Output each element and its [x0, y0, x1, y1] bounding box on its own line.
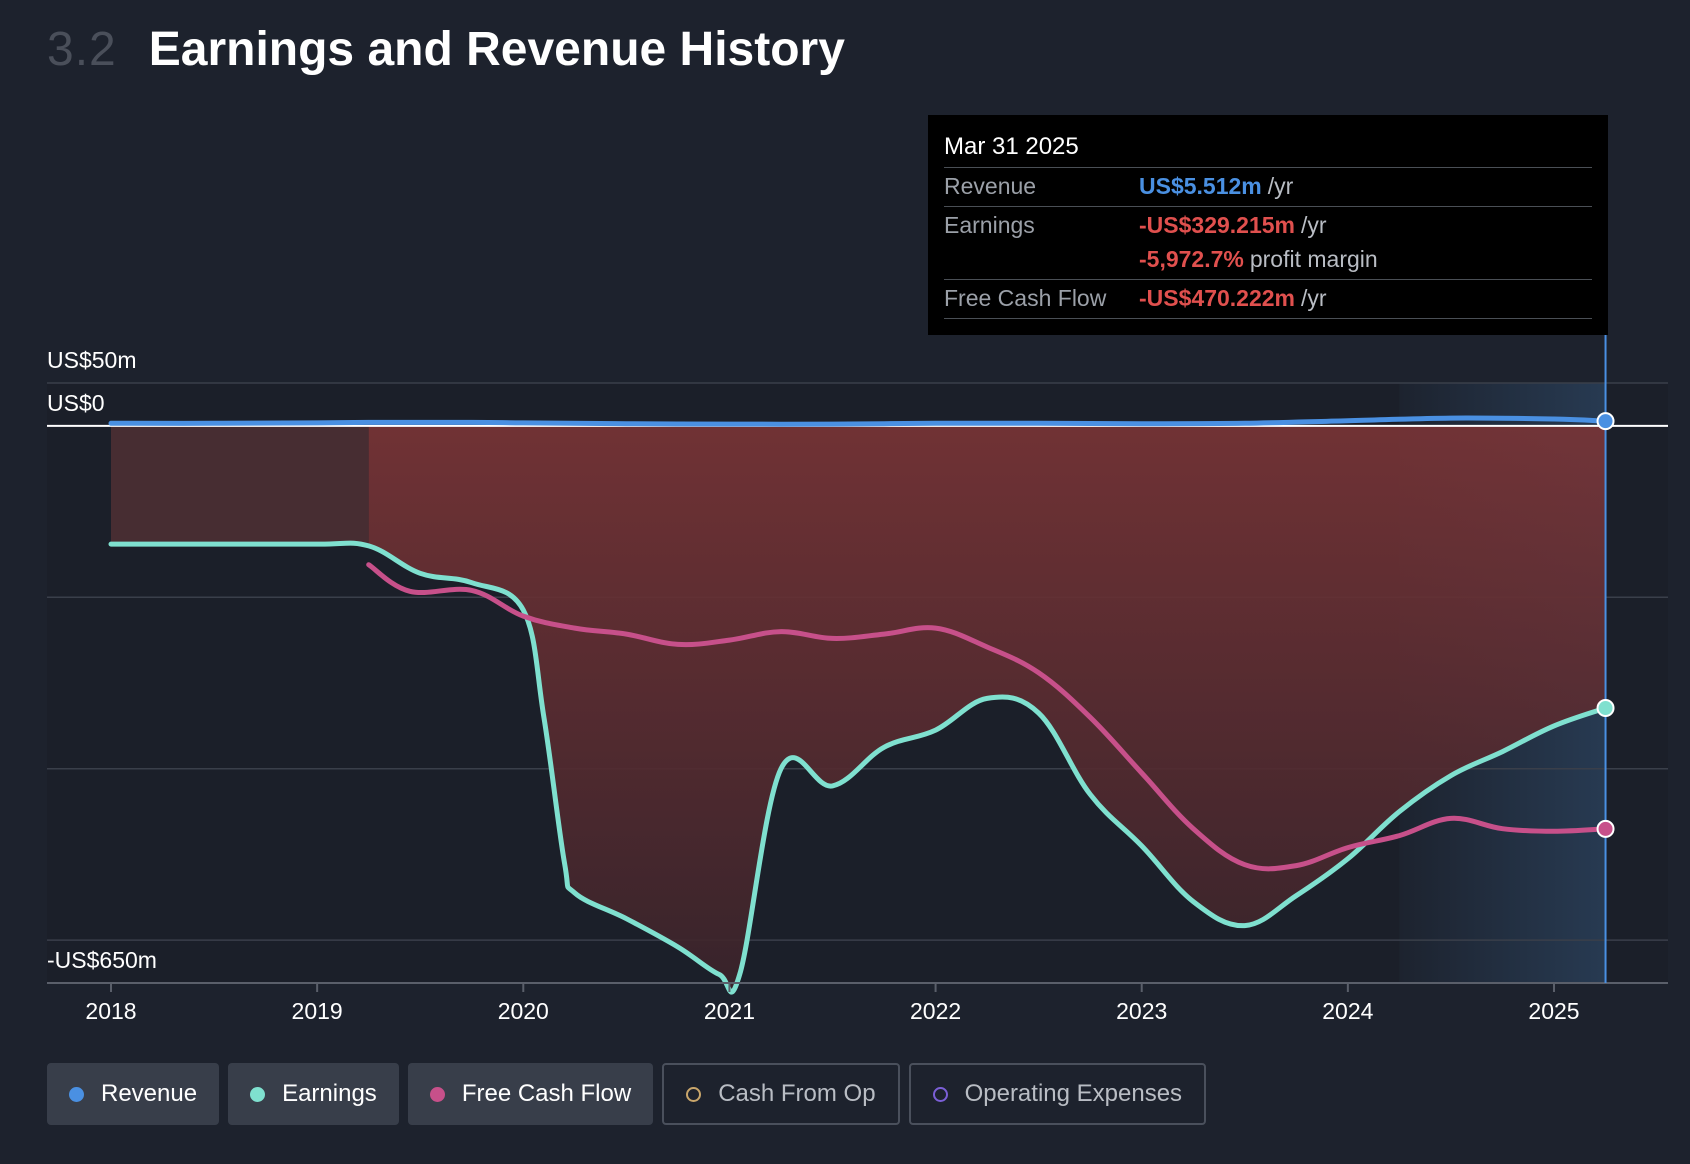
series-line-revenue	[108, 415, 1608, 427]
x-tick-label: 2024	[1322, 998, 1373, 1024]
tooltip-margin-row: -5,972.7% profit margin	[944, 241, 1592, 280]
section-heading: 3.2 Earnings and Revenue History	[47, 22, 845, 77]
operating-expenses-ring-icon	[932, 1086, 948, 1102]
legend-toggle-free-cash-flow[interactable]: Free Cash Flow	[407, 1063, 654, 1125]
earnings-dot-icon	[250, 1086, 266, 1102]
loss-area	[368, 425, 1606, 993]
legend-label-free-cash-flow: Free Cash Flow	[461, 1080, 632, 1107]
legend-label-earnings: Earnings	[282, 1080, 377, 1107]
hover-point-earnings	[1596, 699, 1615, 718]
series-line-free-cash-flow	[366, 562, 1608, 872]
tooltip-revenue-label: Revenue	[944, 173, 1037, 199]
cash-from-op-ring-icon	[686, 1086, 702, 1102]
legend-label-revenue: Revenue	[101, 1080, 198, 1107]
tooltip-fcf-unit: /yr	[1301, 285, 1327, 311]
x-tick-label: 2018	[85, 998, 136, 1024]
y-tick-label: US$50m	[47, 347, 136, 373]
hover-point-free-cash-flow	[1596, 819, 1615, 838]
tooltip-revenue-row: Revenue US$5.512m /yr	[944, 168, 1592, 207]
legend-toggle-cash-from-op[interactable]: Cash From Op	[662, 1063, 900, 1125]
x-tick-label: 2022	[910, 998, 961, 1024]
tooltip-fcf-value: -US$470.222m	[1139, 285, 1295, 311]
tooltip-margin-value: -5,972.7%	[1139, 246, 1244, 272]
tooltip-revenue-unit: /yr	[1267, 173, 1294, 199]
series-line-earnings	[108, 540, 1608, 995]
x-tick-label: 2021	[704, 998, 755, 1024]
revenue-dot-icon	[69, 1086, 84, 1102]
y-tick-label: -US$650m	[47, 947, 157, 973]
hover-point-revenue	[1596, 412, 1615, 431]
chart-legend: Revenue Earnings Free Cash Flow Cash Fro…	[47, 1063, 1207, 1125]
tooltip-fcf-row: Free Cash Flow -US$470.222m /yr	[944, 280, 1592, 319]
legend-label-cash-from-op: Cash From Op	[718, 1080, 876, 1107]
legend-toggle-operating-expenses[interactable]: Operating Expenses	[908, 1063, 1207, 1125]
tooltip-earnings-row: Earnings -US$329.215m /yr	[944, 207, 1592, 241]
tooltip-earnings-label: Earnings	[944, 212, 1035, 238]
tooltip-date: Mar 31 2025	[944, 133, 1592, 168]
x-tick-label: 2025	[1528, 998, 1579, 1024]
legend-toggle-revenue[interactable]: Revenue	[47, 1063, 220, 1125]
x-tick-label: 2023	[1116, 998, 1167, 1024]
free-cash-flow-dot-icon	[429, 1086, 445, 1102]
y-tick-label: US$0	[47, 390, 105, 416]
tooltip-earnings-unit: /yr	[1301, 212, 1327, 238]
x-tick-label: 2020	[498, 998, 549, 1024]
legend-label-operating-expenses: Operating Expenses	[964, 1080, 1183, 1107]
tooltip-margin-unit: profit margin	[1249, 246, 1378, 272]
legend-toggle-earnings[interactable]: Earnings	[228, 1063, 399, 1125]
x-tick-label: 2019	[292, 998, 343, 1024]
tooltip-fcf-label: Free Cash Flow	[944, 285, 1107, 311]
tooltip-earnings-value: -US$329.215m	[1139, 212, 1295, 238]
page-title: Earnings and Revenue History	[148, 23, 845, 76]
hover-tooltip: Mar 31 2025 Revenue US$5.512m /yr Earnin…	[928, 115, 1608, 335]
loss-area-early	[111, 425, 369, 546]
tooltip-revenue-value: US$5.512m	[1139, 173, 1262, 199]
section-number: 3.2	[47, 23, 117, 76]
